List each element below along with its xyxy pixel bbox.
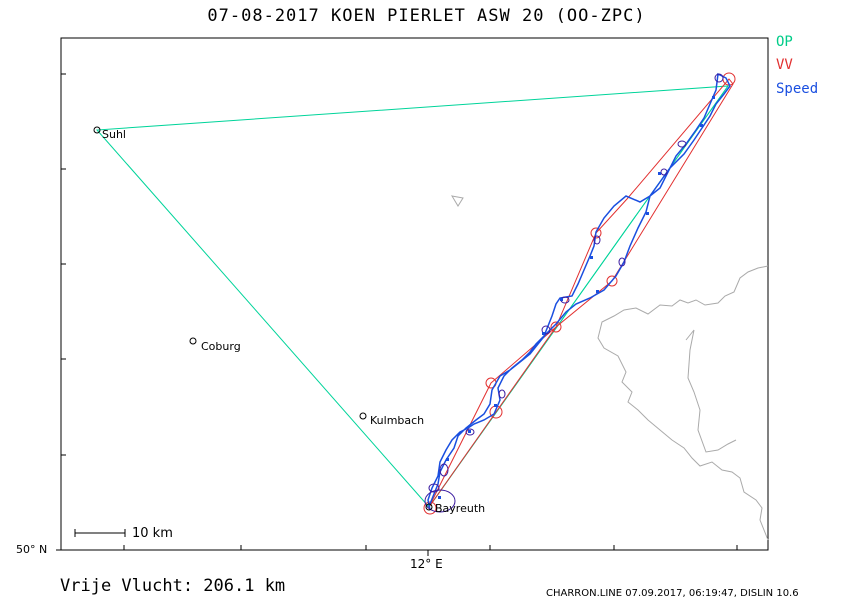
- bottom-ticks: [123, 545, 738, 556]
- city-label-bayreuth: Bayreuth: [435, 502, 486, 515]
- scale-label: 10 km: [132, 526, 173, 541]
- city-marker-coburg: [189, 337, 197, 345]
- op-route: [95, 85, 730, 508]
- footer-info: CHARRON.LINE 07.09.2017, 06:19:47, DISLI…: [546, 588, 799, 599]
- legend-op: OP: [776, 34, 793, 50]
- scale-bar: [74, 529, 126, 537]
- longitude-label: 12° E: [410, 557, 443, 571]
- legend-speed: Speed: [776, 81, 819, 97]
- legend-vv: VV: [776, 57, 793, 73]
- city-label-coburg: Coburg: [201, 340, 241, 353]
- left-ticks: [56, 73, 66, 551]
- map-frame: [60, 37, 769, 551]
- city-marker-suhl: [93, 126, 101, 134]
- country-border: [597, 265, 769, 541]
- city-label-kulmbach: Kulmbach: [370, 414, 425, 427]
- track-dots: [438, 96, 715, 499]
- thermal-marks: [424, 73, 724, 513]
- flight-track: [427, 72, 731, 511]
- city-marker-kulmbach: [359, 412, 367, 420]
- city-label-suhl: Suhl: [102, 128, 126, 141]
- lake: [451, 195, 464, 207]
- city-markers: [93, 126, 433, 511]
- latitude-label: 50° N: [16, 543, 48, 556]
- city-marker-bayreuth: [425, 503, 433, 511]
- map-title: 07-08-2017 KOEN PIERLET ASW 20 (OO-ZPC): [207, 6, 646, 26]
- distance-summary: Vrije Vlucht: 206.1 km: [60, 576, 286, 596]
